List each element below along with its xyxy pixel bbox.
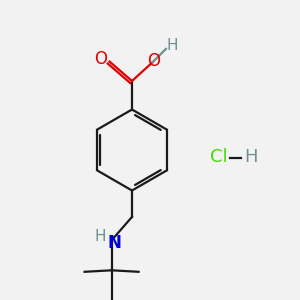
Text: O: O xyxy=(94,50,108,68)
Text: H: H xyxy=(244,148,257,166)
Text: Cl: Cl xyxy=(210,148,228,166)
Text: O: O xyxy=(147,52,161,70)
Text: H: H xyxy=(167,38,178,53)
Text: N: N xyxy=(107,234,121,252)
Text: H: H xyxy=(94,229,106,244)
